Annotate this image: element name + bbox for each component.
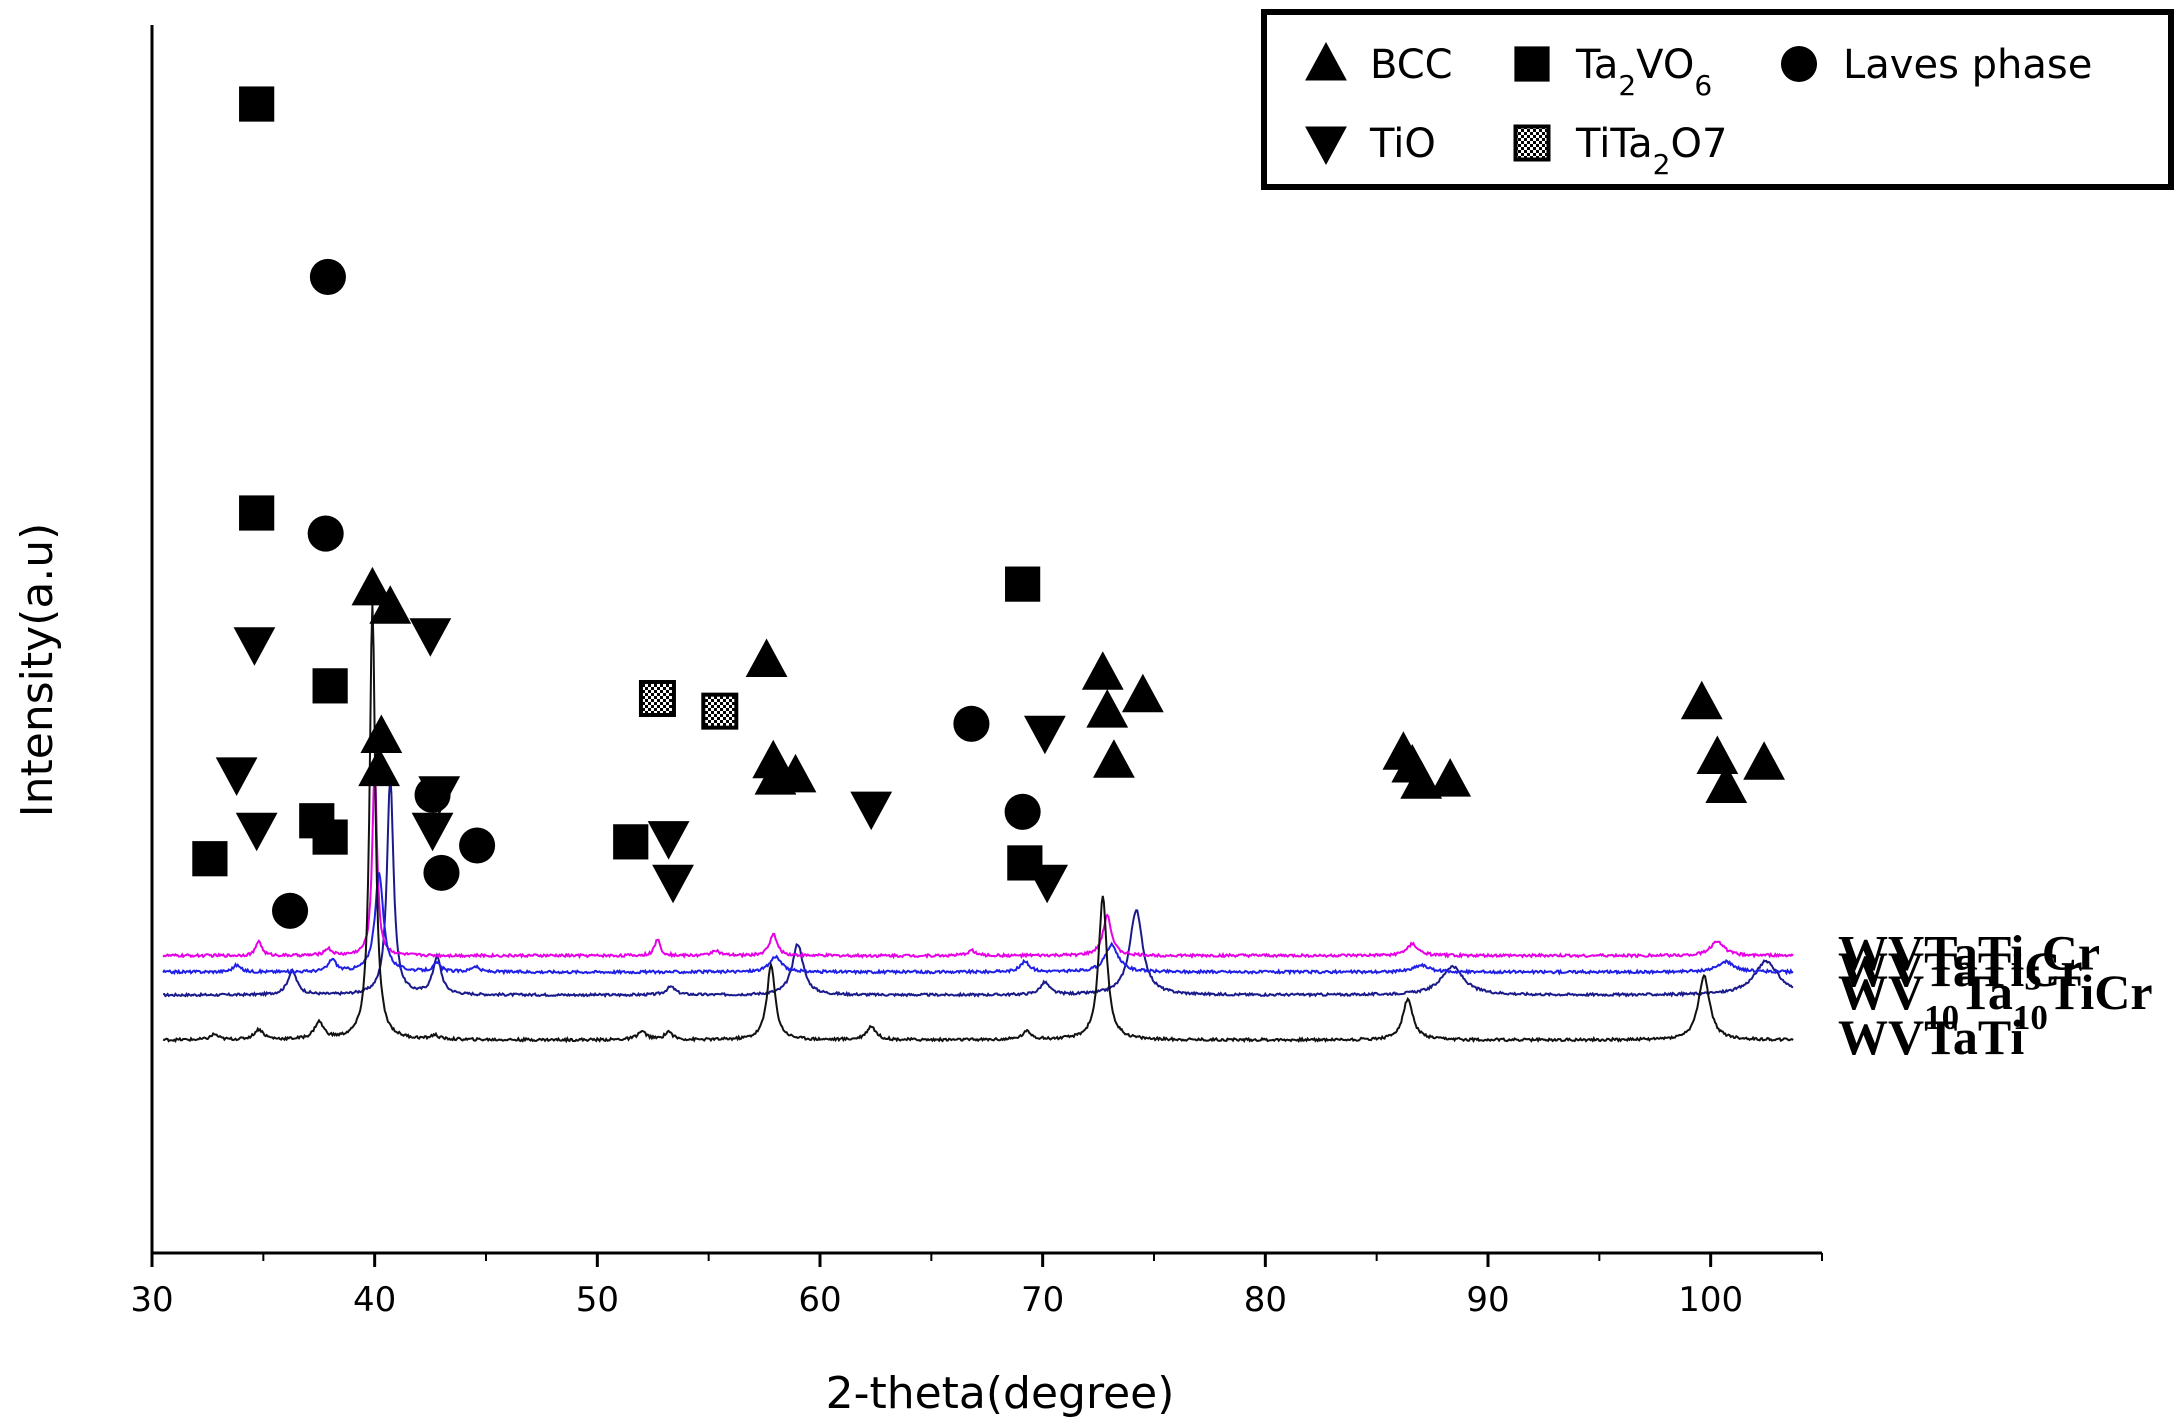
peak-marker-1-6 — [701, 692, 739, 730]
peak-marker-1-0 — [239, 86, 275, 122]
legend-marker-4 — [1780, 45, 1818, 83]
series-line-3 — [162, 603, 1794, 1044]
peak-marker-0-3 — [423, 854, 460, 891]
peak-marker-2-11 — [1400, 760, 1443, 799]
peak-marker-2-7 — [754, 756, 797, 795]
peak-marker-3-3 — [299, 803, 335, 839]
x-tick-label-70: 70 — [1021, 1280, 1064, 1320]
peak-marker-0-7 — [1121, 673, 1164, 713]
x-tick-label-80: 80 — [1244, 1280, 1287, 1320]
peak-marker-1-9 — [1023, 715, 1066, 755]
peak-marker-2-4 — [409, 618, 452, 657]
peak-marker-2-3 — [358, 747, 401, 787]
x-ticks: 30 40 50 60 70 80 90 100 — [130, 1253, 1823, 1320]
peak-marker-3-9 — [850, 791, 893, 831]
peak-marker-1-10 — [1086, 689, 1129, 728]
x-tick-label-100: 100 — [1678, 1280, 1743, 1320]
peak-marker-2-12 — [1705, 764, 1748, 803]
peak-marker-3-10 — [1007, 845, 1043, 881]
peak-marker-3-13 — [1680, 680, 1723, 720]
legend-box — [1261, 9, 2174, 190]
peak-marker-3-6 — [613, 824, 649, 860]
legend: BCC TiO Ta2VO6 TiTa2O7 Laves phase — [1261, 9, 2174, 190]
peak-marker-2-0 — [215, 757, 258, 796]
x-tick-label-60: 60 — [798, 1280, 841, 1320]
peak-marker-2-5 — [414, 776, 451, 813]
x-axis-title: 2-theta(degree) — [826, 1368, 1175, 1419]
axes — [150, 25, 1822, 1255]
peak-marker-2-9 — [1004, 793, 1041, 830]
series-label-2: WVTaTiCr — [1838, 941, 2083, 997]
peak-marker-1-8 — [953, 705, 990, 742]
peak-marker-3-12 — [1382, 731, 1425, 770]
peak-marker-1-12 — [1696, 735, 1739, 775]
series-label-1: WVTaTi5Cr — [1838, 925, 2100, 998]
legend-label-0: BCC — [1370, 42, 1453, 88]
legend-label-4: Laves phase — [1843, 42, 2092, 88]
legend-label-3: TiTa2O7 — [1575, 121, 1727, 181]
series-line-1 — [162, 766, 1794, 960]
series-line-2 — [162, 872, 1794, 976]
peak-marker-3-8 — [745, 638, 788, 678]
peak-marker-0-9 — [1743, 741, 1786, 780]
legend-marker-1 — [1305, 126, 1347, 165]
peak-marker-3-2 — [235, 812, 278, 852]
series-line-0 — [163, 777, 1794, 999]
x-tick-label-30: 30 — [130, 1280, 173, 1320]
peak-marker-2-6 — [459, 827, 496, 864]
peak-marker-0-0 — [272, 892, 309, 929]
peak-marker-2-1 — [307, 515, 344, 552]
peak-marker-1-5 — [638, 680, 676, 718]
peak-marker-3-5 — [411, 812, 454, 852]
series-layer — [162, 603, 1794, 1044]
peak-marker-0-4 — [652, 864, 694, 904]
peak-marker-1-4 — [360, 714, 403, 753]
x-tick-label-50: 50 — [576, 1280, 619, 1320]
peak-marker-3-0 — [192, 841, 228, 877]
peak-markers — [192, 86, 1786, 929]
x-tick-label-90: 90 — [1466, 1280, 1509, 1320]
legend-marker-3 — [1513, 124, 1551, 162]
peak-marker-1-2 — [309, 258, 346, 295]
peak-marker-3-7 — [647, 821, 690, 860]
legend-marker-2 — [1514, 46, 1550, 82]
peak-marker-0-8 — [1429, 758, 1472, 797]
peak-marker-1-3 — [312, 668, 348, 704]
series-label-3: WVTaTi — [1838, 1009, 2024, 1065]
peak-marker-3-4 — [351, 566, 394, 606]
peak-marker-3-11 — [1081, 651, 1124, 690]
x-tick-label-40: 40 — [353, 1280, 396, 1320]
peak-marker-3-1 — [239, 495, 275, 531]
legend-label-1: TiO — [1369, 121, 1436, 167]
peak-marker-2-8 — [1005, 566, 1041, 602]
series-label-0: WV10Ta10TiCr — [1838, 964, 2153, 1037]
peak-marker-1-1 — [233, 627, 276, 666]
legend-marker-0 — [1305, 42, 1347, 81]
legend-label-2: Ta2VO6 — [1575, 42, 1712, 102]
peak-marker-1-7 — [752, 739, 795, 779]
peak-marker-2-10 — [1093, 739, 1135, 778]
y-axis-title: Intensity(a.u) — [12, 523, 63, 818]
